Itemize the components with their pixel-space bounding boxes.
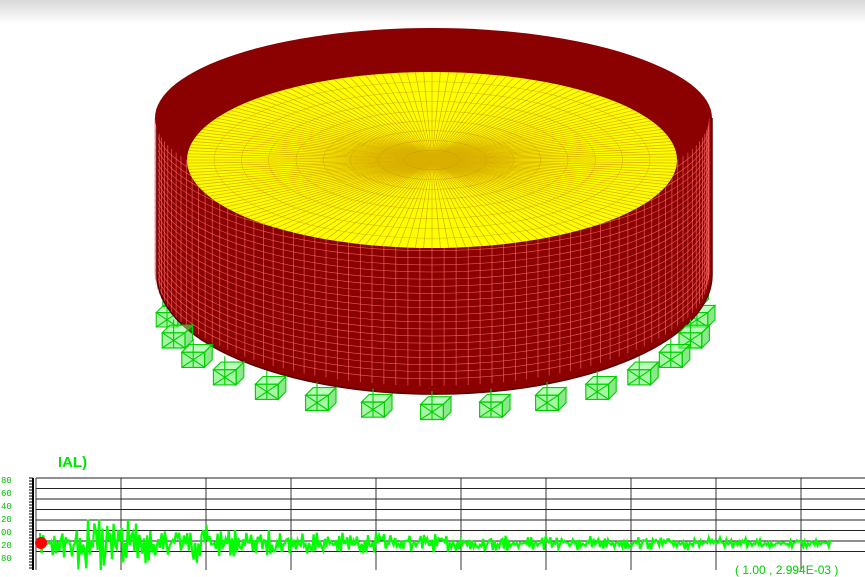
base-support-icon xyxy=(677,319,711,350)
3d-model-view[interactable] xyxy=(0,0,865,448)
base-support-icon xyxy=(478,388,512,419)
base-support-icon xyxy=(360,388,394,419)
base-support-icon xyxy=(534,381,568,412)
plot-grid xyxy=(35,477,865,570)
plot-y-tick-label: 40 xyxy=(1,502,12,512)
base-support-icon xyxy=(658,338,692,369)
time-history-trace xyxy=(38,519,832,570)
base-support-icon xyxy=(584,370,618,401)
plot-y-tick-label: 80 xyxy=(1,554,12,564)
time-cursor-marker[interactable] xyxy=(35,537,47,549)
base-support-icon xyxy=(254,370,288,401)
tank-roof xyxy=(155,28,709,248)
base-support-icon xyxy=(419,390,453,421)
plot-y-tick-label: 20 xyxy=(1,541,12,551)
plot-y-tick-label: 20 xyxy=(1,515,12,525)
plot-y-tick-label: 00 xyxy=(1,528,12,538)
base-support-icon xyxy=(304,381,338,412)
base-support-icon xyxy=(160,319,194,350)
function-plot[interactable] xyxy=(0,448,865,570)
base-support-icon xyxy=(212,356,246,387)
plot-y-tick-label: 80 xyxy=(1,476,12,486)
base-support-icon xyxy=(626,356,660,387)
plot-y-axis xyxy=(29,477,34,570)
plot-y-tick-label: 60 xyxy=(1,489,12,499)
coordinate-readout: ( 1.00 , 2.994E-03 ) xyxy=(735,563,839,577)
base-support-icon xyxy=(180,338,214,369)
plot-title: IAL) xyxy=(58,454,88,471)
viewport-top-shade xyxy=(0,0,865,24)
support-markers-front xyxy=(160,319,711,421)
